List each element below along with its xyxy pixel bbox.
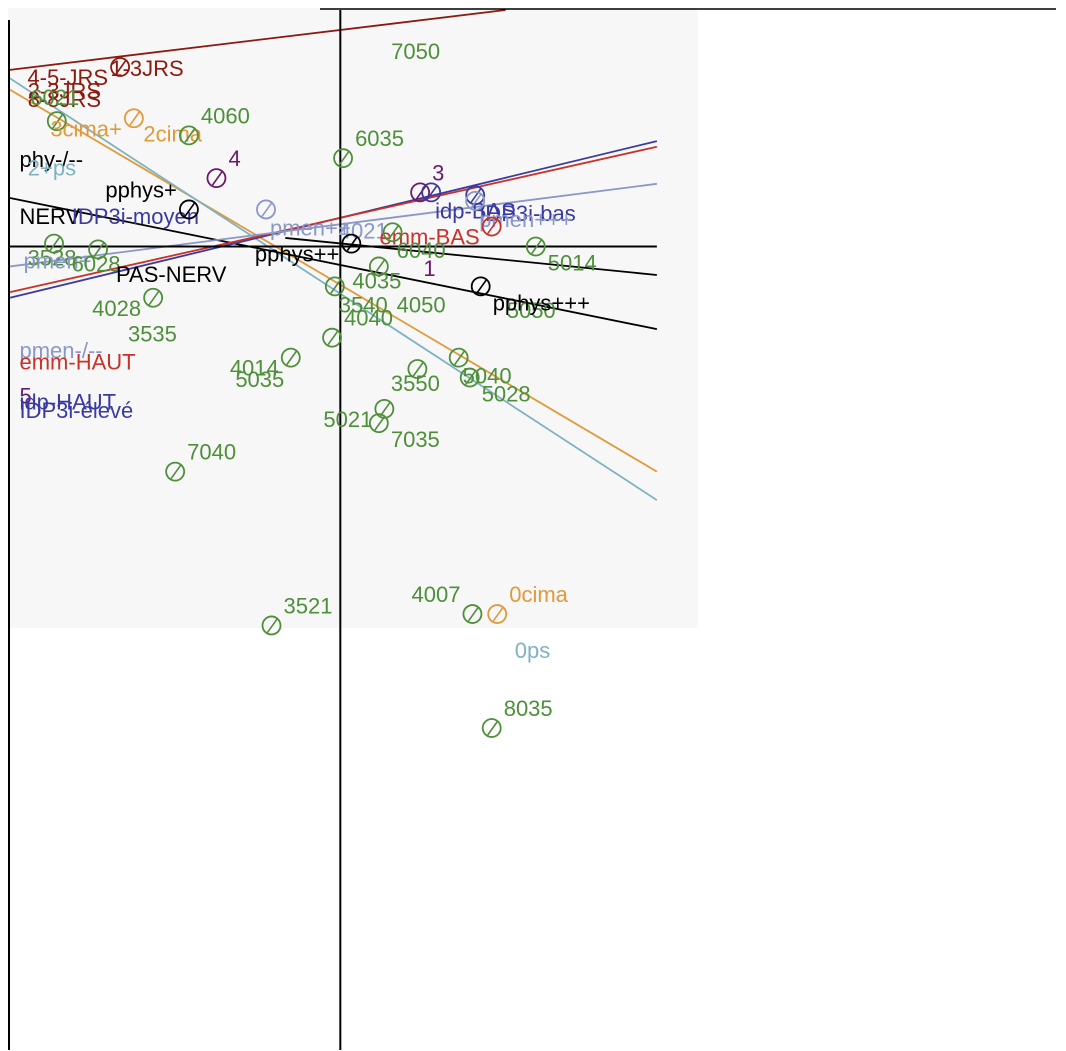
point-label: 0ps [515, 638, 550, 663]
point-label: pmen+++ [479, 207, 573, 232]
point-marker [261, 615, 282, 636]
point-label: 3550 [391, 371, 440, 396]
point-label: pphys+++ [493, 290, 590, 315]
point-label: 4035 [352, 268, 401, 293]
point-label: 8-8JRS [28, 87, 101, 112]
point-marker [44, 233, 64, 254]
trend-line-slate-7 [9, 182, 657, 268]
point-marker [462, 604, 483, 624]
point-label: 5035 [235, 367, 284, 392]
point-label: 4007 [411, 582, 460, 607]
trend-line-darkred-0 [9, 9, 506, 71]
point-label: 3521 [284, 593, 333, 618]
point-label: 1 [423, 256, 435, 281]
point-label: PAS-NERV [116, 262, 227, 287]
point-label: 4050 [397, 292, 446, 317]
point-label: 2cima [143, 121, 202, 146]
trend-line-black-3 [9, 197, 658, 331]
point-marker [470, 276, 491, 297]
point-label: 3cima+ [50, 116, 122, 141]
point-marker [368, 413, 389, 434]
point-marker [481, 718, 502, 738]
point-marker [179, 125, 199, 146]
point-label: 7040 [187, 440, 236, 465]
point-marker [123, 108, 144, 129]
point-label: 5021 [323, 407, 372, 432]
point-label: 1-3JRS [110, 56, 183, 81]
point-label: 8035 [504, 696, 553, 721]
point-label: 2+ps [28, 156, 76, 181]
point-marker [280, 347, 301, 368]
point-label: 4-5-JRS [27, 65, 108, 90]
point-marker [382, 222, 403, 243]
point-label: 4060 [201, 103, 250, 128]
point-marker [525, 236, 546, 257]
point-label: 6021 [30, 85, 79, 110]
point-label: pmen++ [270, 215, 351, 240]
point-label: idp-HAUT [20, 389, 117, 414]
point-marker [143, 287, 164, 308]
point-marker [165, 461, 186, 482]
point-label: pmen-/-- [20, 338, 103, 363]
point-label: pphys++ [255, 242, 339, 267]
point-marker [333, 148, 353, 169]
point-label: IDP3i-élevé [20, 398, 134, 423]
point-marker [421, 182, 442, 203]
point-marker [322, 327, 342, 348]
point-marker [448, 347, 469, 368]
trend-line-orange-1 [9, 89, 658, 473]
point-label: 0cima [509, 582, 568, 607]
point-marker [341, 233, 362, 254]
point-marker [206, 168, 227, 189]
point-label: 5028 [482, 382, 531, 407]
point-label: IDP3i-moyen [72, 204, 199, 229]
point-marker [110, 57, 131, 77]
point-label: pphys+ [105, 177, 177, 202]
point-marker [179, 199, 199, 220]
trend-line-black-4 [285, 237, 657, 276]
point-marker [465, 185, 486, 206]
point-label: 4014 [230, 356, 279, 381]
axes-layer [8, 8, 1056, 1050]
point-label: 6035 [355, 126, 404, 151]
point-marker [324, 276, 345, 297]
point-label: 2-3JRS [28, 79, 101, 104]
point-marker [368, 256, 389, 277]
point-label: 7050 [391, 39, 440, 64]
point-label: 3540 [339, 292, 388, 317]
point-marker [459, 367, 480, 388]
point-label: 5050 [507, 298, 556, 323]
point-label: 5 [20, 384, 32, 409]
point-label: 4028 [92, 296, 141, 321]
point-marker [465, 191, 486, 211]
point-label: emm-HAUT [20, 349, 136, 374]
point-label: 3528 [28, 246, 77, 271]
point-label: phy-/-- [20, 147, 84, 172]
point-label: 4040 [344, 306, 393, 331]
point-marker [487, 604, 508, 624]
point-label: 3535 [128, 321, 177, 346]
point-label: pmen+ [24, 248, 92, 273]
light-panel [8, 8, 698, 628]
point-label: 4 [228, 146, 240, 171]
point-label: 6028 [72, 251, 121, 276]
point-marker [88, 239, 108, 260]
trend-line-red-6 [9, 145, 658, 293]
point-marker [46, 111, 67, 132]
point-marker [256, 199, 276, 220]
point-label: 6040 [397, 238, 446, 263]
point-marker [481, 216, 502, 237]
point-label: 3 [432, 160, 444, 185]
point-label: 7035 [391, 427, 440, 452]
point-marker [407, 359, 428, 379]
point-label: 4021 [339, 218, 388, 243]
point-label: NERV [20, 204, 81, 229]
point-label: 5014 [548, 250, 597, 275]
